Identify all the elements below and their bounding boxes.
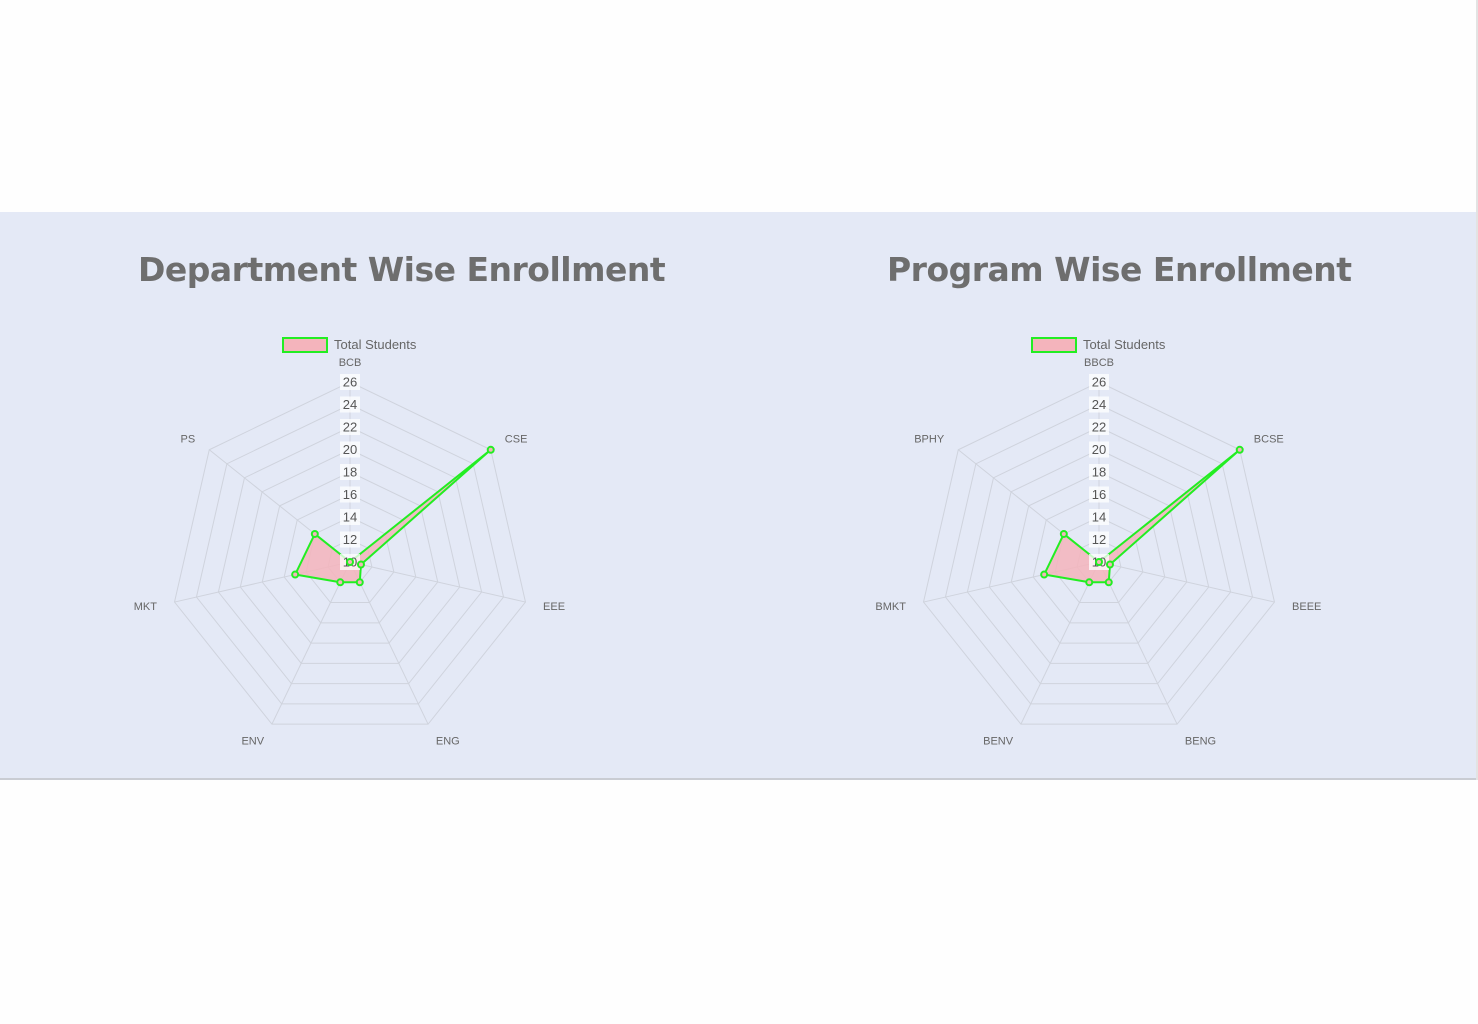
- grid-spoke: [1098, 561, 1275, 603]
- tick-label: 20: [1092, 442, 1106, 457]
- program-radar-chart: Total Students101214161820222426BBCBBCSE…: [875, 337, 1321, 747]
- grid-spoke: [349, 561, 429, 725]
- category-label: ENV: [241, 735, 264, 747]
- data-point[interactable]: [336, 578, 345, 587]
- category-label: BPHY: [914, 434, 945, 446]
- category-label: BCSE: [1254, 434, 1284, 446]
- data-point[interactable]: [356, 560, 365, 569]
- category-label: BBCB: [1084, 357, 1114, 369]
- program-chart-panel: Program Wise Enrollment Total Students10…: [750, 212, 1476, 778]
- department-radar-chart: Total Students101214161820222426BCBCSEEE…: [134, 337, 565, 747]
- tick-backdrop: [340, 531, 360, 548]
- data-point[interactable]: [291, 570, 300, 579]
- tick-label: 18: [343, 465, 357, 480]
- legend-label: Total Students: [334, 337, 417, 352]
- tick-label: 20: [343, 442, 357, 457]
- category-label: CSE: [505, 434, 528, 446]
- tick-label: 24: [343, 397, 357, 412]
- tick-backdrop: [1089, 531, 1109, 548]
- data-point[interactable]: [1095, 558, 1103, 566]
- data-point[interactable]: [486, 445, 495, 454]
- grid-ring: [239, 448, 461, 664]
- data-point[interactable]: [1104, 578, 1113, 587]
- data-point[interactable]: [1105, 560, 1114, 569]
- grid-spoke: [271, 561, 351, 725]
- legend[interactable]: Total Students: [282, 337, 417, 353]
- page-scroll-edge: [1476, 0, 1478, 780]
- legend-label: Total Students: [1083, 337, 1166, 352]
- grid-ring: [1010, 471, 1188, 644]
- data-point[interactable]: [346, 558, 354, 566]
- tick-label: 24: [1092, 397, 1106, 412]
- tick-label: 18: [1092, 465, 1106, 480]
- grid-ring: [988, 448, 1210, 664]
- legend-swatch: [1031, 337, 1077, 353]
- tick-label: 22: [1092, 420, 1106, 435]
- grid-ring: [922, 381, 1276, 725]
- category-label: BENG: [1185, 735, 1216, 747]
- grid-spoke: [349, 561, 526, 603]
- tick-backdrop: [340, 419, 360, 435]
- grid-spoke: [1020, 561, 1100, 725]
- category-label: MKT: [134, 601, 158, 613]
- category-label: BCB: [339, 357, 362, 369]
- tick-backdrop: [340, 396, 360, 413]
- tick-backdrop: [1089, 486, 1109, 503]
- data-point[interactable]: [1059, 529, 1068, 538]
- grid-ring: [944, 403, 1254, 705]
- grid-ring: [1032, 493, 1166, 624]
- tick-backdrop: [1089, 419, 1109, 435]
- grid-ring: [283, 493, 417, 624]
- data-point[interactable]: [310, 529, 319, 538]
- series-area: [1043, 448, 1241, 584]
- tick-backdrop: [1089, 464, 1109, 480]
- tick-backdrop: [1089, 509, 1109, 525]
- category-label: BENV: [983, 735, 1014, 747]
- grid-spoke: [1098, 561, 1178, 725]
- tick-label: 12: [1092, 532, 1106, 547]
- tick-label: 22: [343, 420, 357, 435]
- data-point[interactable]: [1235, 445, 1244, 454]
- tick-backdrop: [340, 441, 360, 458]
- program-chart-title: Program Wise Enrollment: [887, 250, 1352, 289]
- series-area: [294, 448, 492, 584]
- legend[interactable]: Total Students: [1031, 337, 1166, 353]
- department-chart-panel: Department Wise Enrollment Total Student…: [0, 212, 750, 778]
- tick-label: 12: [343, 532, 357, 547]
- category-label: PS: [181, 434, 196, 446]
- tick-backdrop: [340, 486, 360, 503]
- category-label: EEE: [543, 601, 565, 613]
- tick-backdrop: [340, 374, 360, 390]
- grid-ring: [261, 471, 439, 644]
- tick-label: 26: [1092, 375, 1106, 390]
- tick-backdrop: [340, 509, 360, 525]
- tick-label: 16: [1092, 487, 1106, 502]
- tick-backdrop: [340, 464, 360, 480]
- category-label: ENG: [436, 735, 460, 747]
- grid-ring: [173, 381, 527, 725]
- legend-swatch: [282, 337, 328, 353]
- tick-backdrop: [1089, 374, 1109, 390]
- tick-label: 14: [1092, 510, 1106, 525]
- grid-ring: [195, 403, 505, 705]
- charts-section: Department Wise Enrollment Total Student…: [0, 212, 1476, 780]
- category-label: BEEE: [1292, 601, 1321, 613]
- data-point[interactable]: [1040, 570, 1049, 579]
- category-label: BMKT: [875, 601, 906, 613]
- data-point[interactable]: [355, 578, 364, 587]
- tick-backdrop: [1089, 441, 1109, 458]
- data-point[interactable]: [1085, 578, 1094, 587]
- grid-ring: [217, 426, 483, 685]
- grid-ring: [966, 426, 1232, 685]
- department-chart-title: Department Wise Enrollment: [138, 250, 666, 289]
- tick-label: 14: [343, 510, 357, 525]
- tick-backdrop: [1089, 396, 1109, 413]
- tick-label: 26: [343, 375, 357, 390]
- tick-label: 16: [343, 487, 357, 502]
